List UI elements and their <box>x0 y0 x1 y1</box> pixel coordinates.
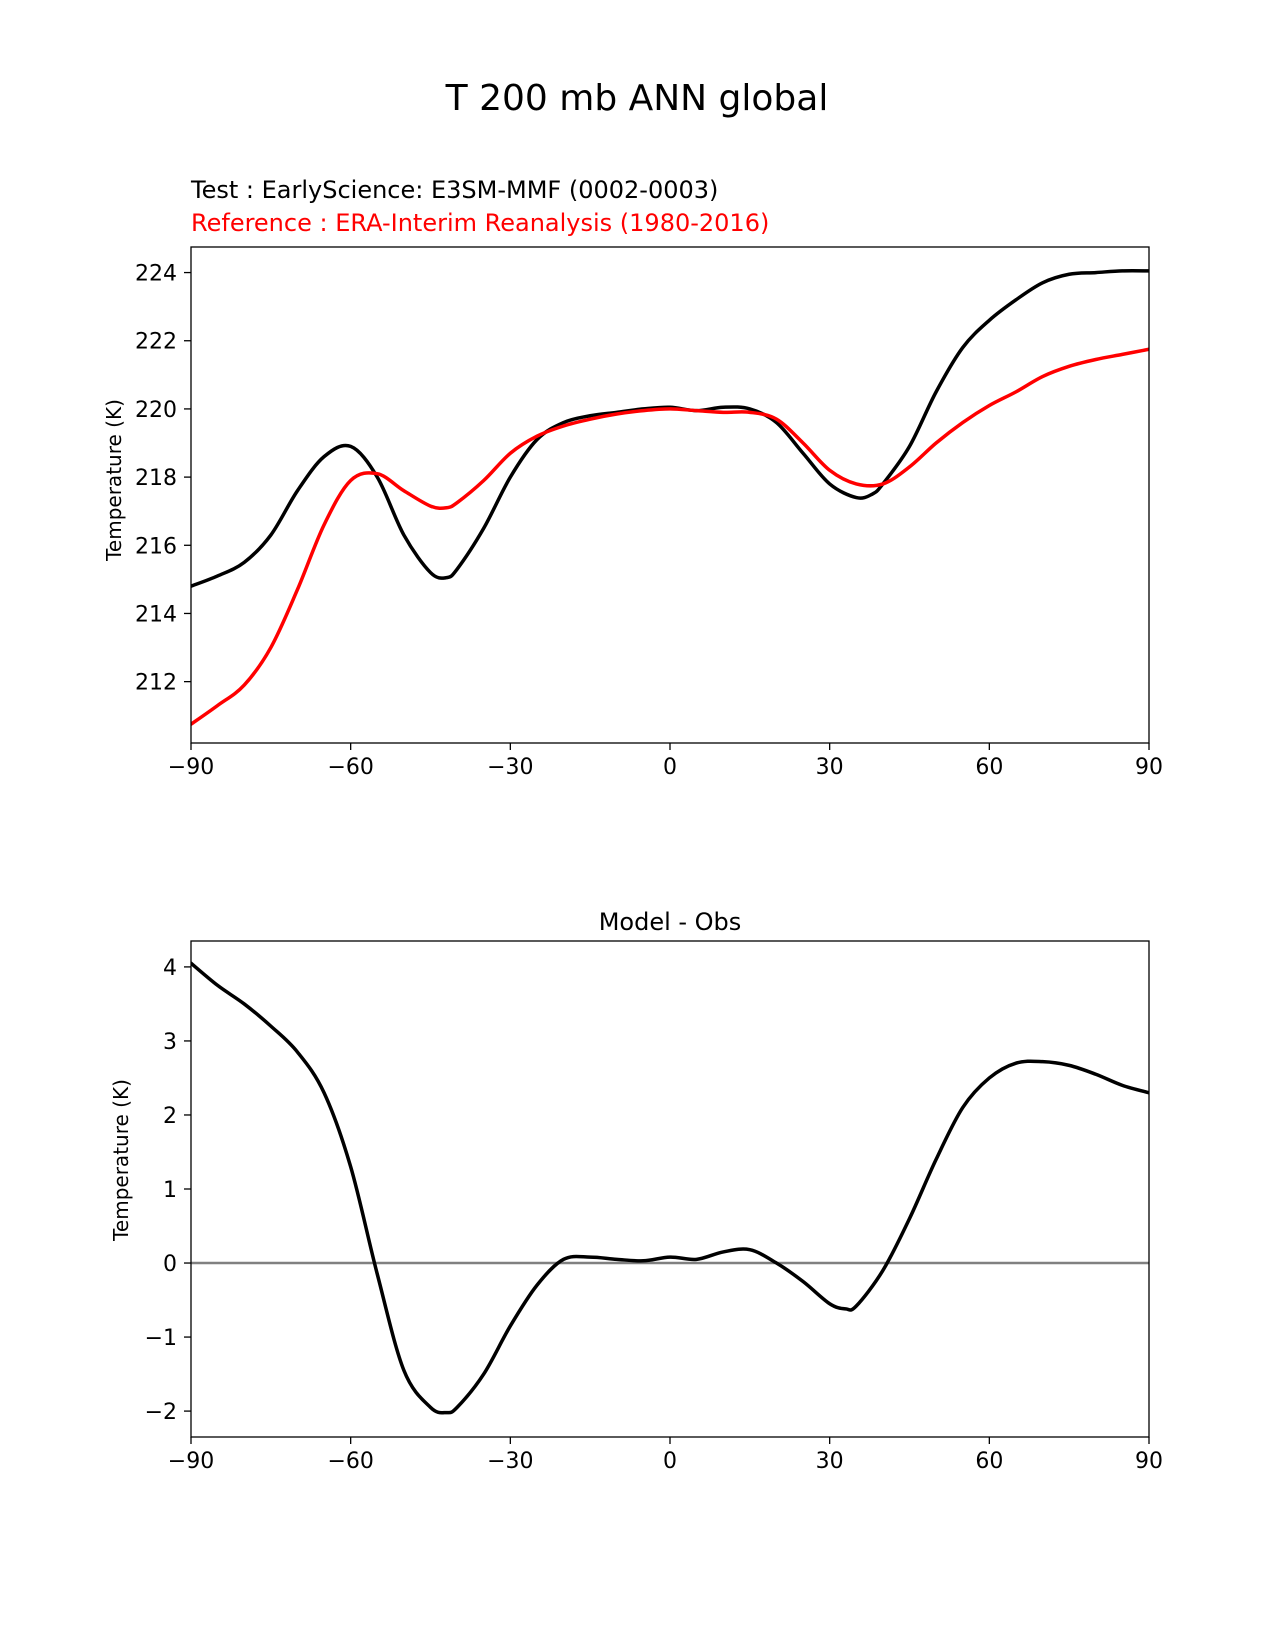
figure-suptitle: T 200 mb ANN global <box>445 78 829 119</box>
top-ytick-label: 220 <box>135 398 177 423</box>
bottom-xtick-label: 0 <box>663 1449 677 1474</box>
bottom-plot-area: −90 −60 −30 0 30 60 90 −2 −1 0 1 2 3 4 <box>145 940 1163 1474</box>
top-xtick-label: 90 <box>1135 755 1163 780</box>
bottom-xtick-label: 30 <box>816 1449 844 1474</box>
top-panel: Test : EarlyScience: E3SM-MMF (0002-0003… <box>102 176 1163 780</box>
bottom-xtick-label: −60 <box>327 1449 373 1474</box>
bottom-xtick-label: 90 <box>1135 1449 1163 1474</box>
top-xtick-label: 60 <box>975 755 1003 780</box>
top-series-line-1 <box>191 347 1149 726</box>
bottom-ytick-label: −1 <box>145 1326 177 1351</box>
bottom-ytick-label: −2 <box>145 1400 177 1425</box>
top-xtick-label: 30 <box>816 755 844 780</box>
bottom-title: Model - Obs <box>599 908 742 936</box>
top-xtick-label: 0 <box>663 755 677 780</box>
top-xtick-label: −60 <box>327 755 373 780</box>
top-xtick-label: −90 <box>168 755 214 780</box>
bottom-ytick-label: 4 <box>163 956 177 981</box>
reference-label: Reference : ERA-Interim Reanalysis (1980… <box>191 209 769 237</box>
bottom-panel: Model - Obs −90 −60 −30 0 30 60 90 −2 −1 0 1 2 3 4 Te… <box>109 908 1163 1474</box>
bottom-ytick-label: 1 <box>163 1178 177 1203</box>
bottom-xtick-label: −90 <box>168 1449 214 1474</box>
bottom-ytick-label: 2 <box>163 1104 177 1129</box>
bottom-ylabel: Temperature (K) <box>109 1079 133 1242</box>
top-ytick-label: 212 <box>135 671 177 696</box>
bottom-ytick-label: 3 <box>163 1030 177 1055</box>
top-xtick-label: −30 <box>487 755 533 780</box>
test-label: Test : EarlyScience: E3SM-MMF (0002-0003… <box>190 176 718 204</box>
top-ylabel: Temperature (K) <box>102 399 126 562</box>
top-ytick-label: 218 <box>135 466 177 491</box>
bottom-ytick-label: 0 <box>163 1252 177 1277</box>
top-ytick-label: 224 <box>135 262 177 287</box>
top-ytick-label: 222 <box>135 330 177 355</box>
bottom-xtick-label: −30 <box>487 1449 533 1474</box>
top-ytick-label: 216 <box>135 534 177 559</box>
bottom-xtick-label: 60 <box>975 1449 1003 1474</box>
bottom-series-line-0 <box>191 961 1149 1415</box>
top-plot-area: −90 −60 −30 0 30 60 90 212 214 216 218 220 222 224 <box>135 246 1163 780</box>
top-ytick-label: 214 <box>135 602 177 627</box>
